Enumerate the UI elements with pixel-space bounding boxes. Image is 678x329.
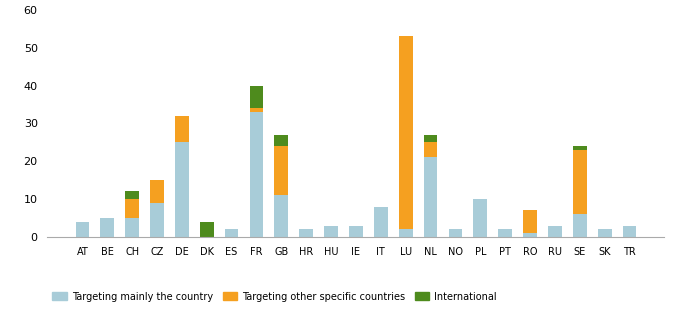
Bar: [622, 226, 637, 237]
Bar: [374, 207, 388, 237]
Bar: [100, 218, 114, 237]
Bar: [449, 229, 462, 237]
Bar: [548, 226, 562, 237]
Bar: [300, 229, 313, 237]
Bar: [250, 108, 263, 112]
Bar: [175, 116, 188, 142]
Bar: [150, 203, 164, 237]
Bar: [424, 142, 437, 158]
Bar: [275, 135, 288, 146]
Bar: [424, 135, 437, 142]
Legend: Targeting mainly the country, Targeting other specific countries, International: Targeting mainly the country, Targeting …: [52, 292, 497, 302]
Bar: [573, 146, 586, 150]
Bar: [75, 222, 89, 237]
Bar: [200, 222, 214, 237]
Bar: [498, 229, 512, 237]
Bar: [275, 146, 288, 195]
Bar: [598, 229, 612, 237]
Bar: [424, 158, 437, 237]
Bar: [349, 226, 363, 237]
Bar: [125, 199, 139, 218]
Bar: [573, 150, 586, 214]
Bar: [250, 112, 263, 237]
Bar: [399, 229, 412, 237]
Bar: [399, 37, 412, 229]
Bar: [125, 191, 139, 199]
Bar: [175, 142, 188, 237]
Bar: [523, 211, 537, 233]
Bar: [275, 195, 288, 237]
Bar: [250, 86, 263, 108]
Bar: [150, 180, 164, 203]
Bar: [224, 229, 239, 237]
Bar: [473, 199, 487, 237]
Bar: [125, 218, 139, 237]
Bar: [523, 233, 537, 237]
Bar: [324, 226, 338, 237]
Bar: [573, 214, 586, 237]
